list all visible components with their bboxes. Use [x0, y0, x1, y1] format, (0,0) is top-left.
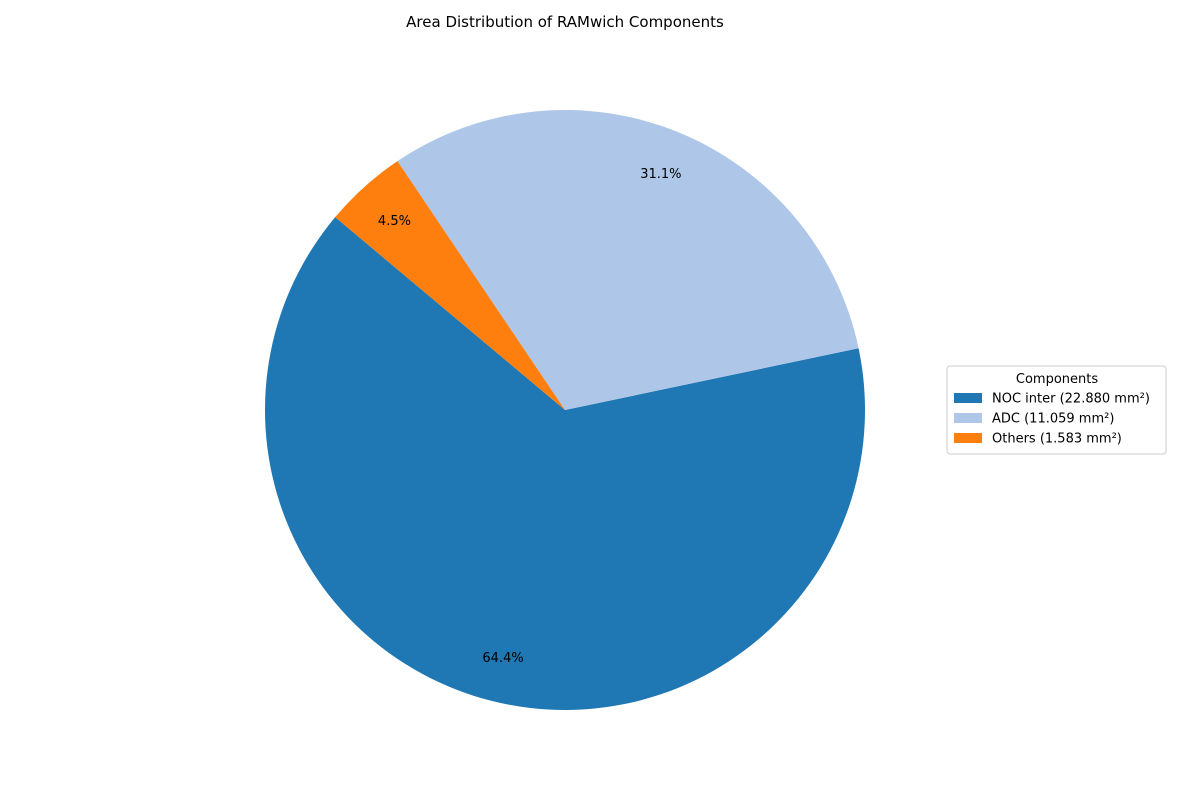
legend-frame — [946, 365, 1167, 455]
legend-swatch-0 — [954, 393, 982, 403]
chart-title: Area Distribution of RAMwich Components — [406, 13, 724, 31]
legend-label-1: ADC (11.059 mm²) — [992, 412, 1114, 427]
pie-slice-0 — [265, 217, 866, 711]
legend-label-2: Others (1.583 mm²) — [992, 432, 1122, 447]
pie-slice-1 — [397, 110, 859, 410]
legend-label-0: NOC inter (22.880 mm²) — [992, 392, 1150, 407]
slice-percentage-label-2: 4.5% — [378, 214, 411, 229]
legend-swatch-2 — [954, 433, 982, 443]
legend-items: NOC inter (22.880 mm²) ADC (11.059 mm²) Ot… — [954, 392, 1150, 447]
pie-slice-2 — [335, 161, 565, 410]
pie-slices — [265, 110, 866, 711]
slice-percentage-label-1: 31.1% — [640, 167, 681, 182]
legend-title: Components — [1016, 372, 1098, 387]
percentage-labels: 64.4% 31.1% 4.5% — [378, 167, 682, 666]
legend-swatch-1 — [954, 413, 982, 423]
legend: Components NOC inter (22.880 mm²) ADC (11… — [946, 365, 1167, 455]
slice-percentage-label-0: 64.4% — [482, 651, 523, 666]
